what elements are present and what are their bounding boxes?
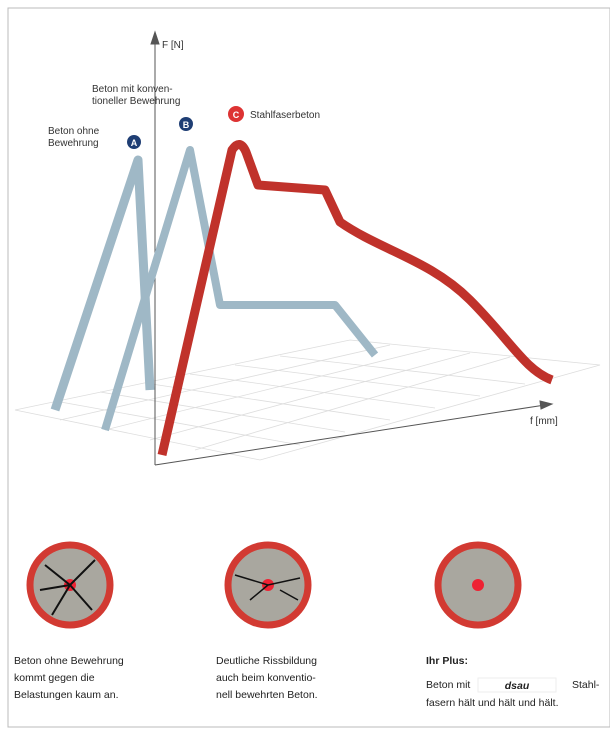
curve-label: Bewehrung — [48, 138, 99, 149]
curve-b — [101, 146, 379, 432]
caption-line: Stahl- — [572, 679, 600, 691]
y-axis-label: F [N] — [162, 40, 184, 51]
specimens — [26, 541, 522, 629]
badge-a — [127, 135, 141, 149]
curve-a — [50, 155, 155, 412]
curve-label: Beton mit konven- — [92, 84, 173, 95]
curve-c — [157, 140, 554, 457]
caption-line: fasern hält und hält und hält. — [426, 697, 559, 709]
logo: dsau — [505, 680, 530, 692]
caption-line: Beton ohne Bewehrung — [14, 655, 124, 667]
caption-line: Belastungen kaum an. — [14, 689, 119, 701]
floor-grid — [14, 339, 601, 461]
badge-c — [228, 106, 244, 122]
badge-text: B — [183, 120, 190, 130]
caption-line: nell bewehrten Beton. — [216, 689, 318, 701]
x-axis-label: f [mm] — [530, 416, 558, 427]
caption-line: auch beim konventio- — [216, 672, 316, 684]
caption-line: kommt gegen die — [14, 672, 95, 684]
logo-box — [477, 677, 557, 693]
axes — [150, 30, 554, 466]
curve-label: Stahlfaserbeton — [250, 110, 320, 121]
caption-title: Ihr Plus: — [426, 655, 468, 667]
curve-label: Beton ohne — [48, 126, 100, 137]
curve-label: tioneller Bewehrung — [92, 96, 180, 107]
caption-line: Deutliche Rissbildung — [216, 655, 317, 667]
badge-text: A — [131, 138, 138, 148]
badge-text: C — [233, 110, 240, 120]
caption-line: Beton mit — [426, 679, 470, 691]
badge-b — [179, 117, 193, 131]
